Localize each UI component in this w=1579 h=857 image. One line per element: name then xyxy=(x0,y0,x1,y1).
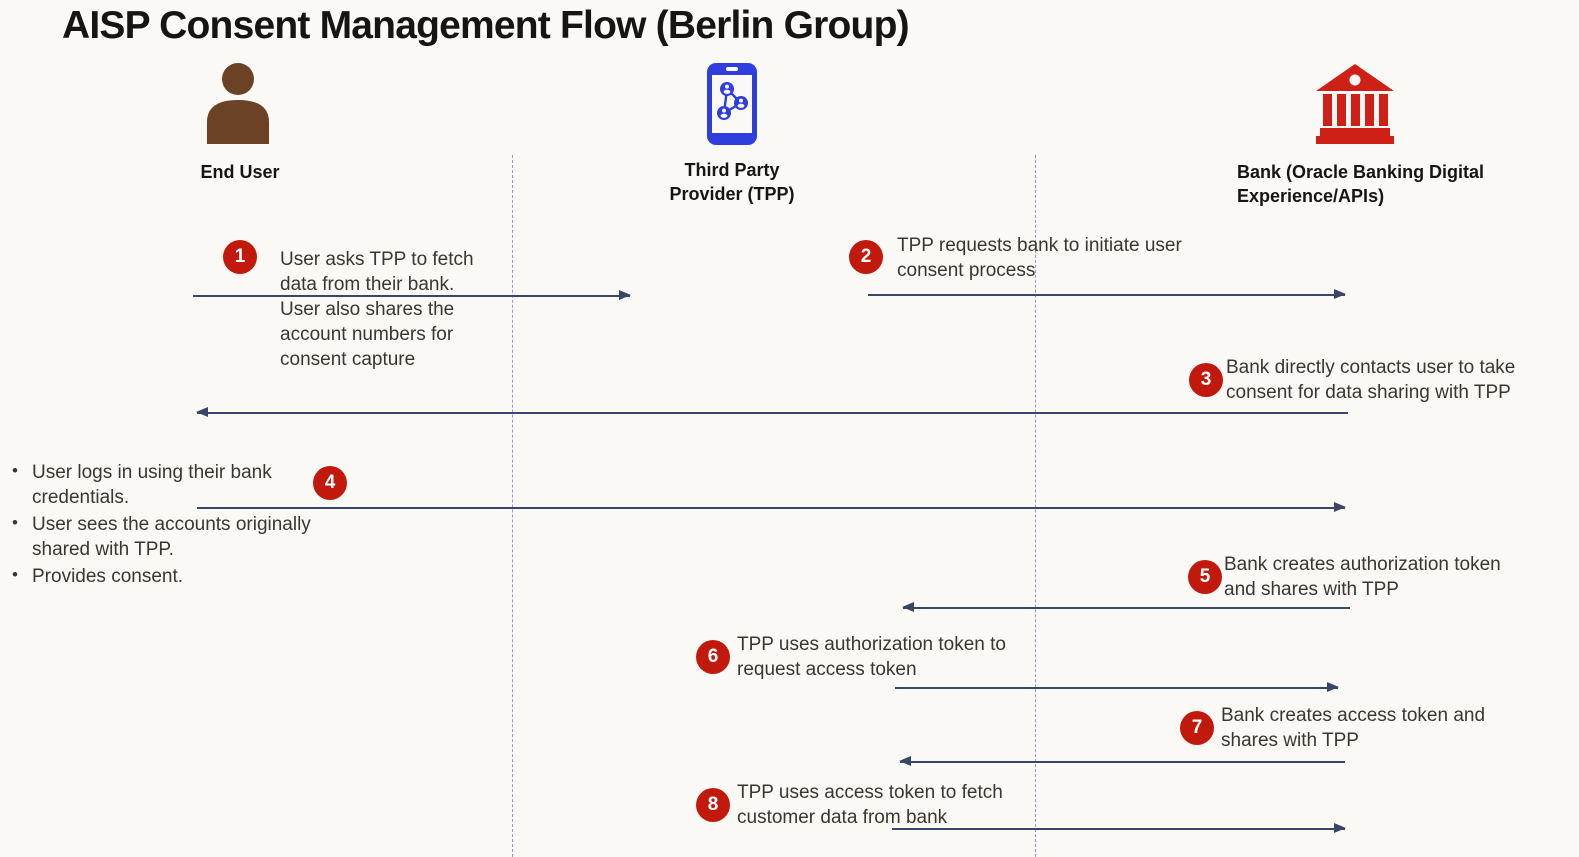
step-7-badge: 7 xyxy=(1180,711,1214,745)
actor-label-end-user: End User xyxy=(200,162,280,182)
actor-label-bank: Bank (Oracle Banking Digital Experience/… xyxy=(1237,162,1485,207)
step-8-badge: 8 xyxy=(696,788,730,822)
step-5-badge: 5 xyxy=(1188,560,1222,594)
step-2-text: TPP requests bank to initiate user conse… xyxy=(897,235,1182,282)
step-2-arrow xyxy=(868,289,1346,299)
step-4-note-item: User sees the accounts originally shared… xyxy=(8,512,340,563)
step-4-notes: User logs in using their bank credential… xyxy=(8,460,340,590)
step-2-badge: 2 xyxy=(849,240,883,274)
step-6-arrow xyxy=(895,682,1339,692)
mobile-network-icon xyxy=(706,62,758,151)
step-5-text: Bank creates authorization token and sha… xyxy=(1224,554,1501,601)
step-8-arrow xyxy=(892,823,1346,833)
step-4-note-item: User logs in using their bank credential… xyxy=(8,460,340,511)
step-3-badge: 3 xyxy=(1189,363,1223,397)
step-8-text: TPP uses access token to fetch customer … xyxy=(737,782,1003,829)
step-3-arrow xyxy=(196,407,1348,417)
step-6-badge: 6 xyxy=(696,640,730,674)
lane-divider-left xyxy=(512,155,513,857)
step-1-text: User asks TPP to fetch data from their b… xyxy=(280,249,474,371)
step-7-text: Bank creates access token and shares wit… xyxy=(1221,705,1486,752)
step-6-text: TPP uses authorization token to request … xyxy=(737,634,1006,681)
step-1-badge: 1 xyxy=(223,240,257,274)
step-5-arrow xyxy=(902,602,1350,612)
step-1-arrow xyxy=(193,290,631,300)
step-4-note-item: Provides consent. xyxy=(8,564,340,589)
lane-divider-right xyxy=(1035,155,1036,857)
page-title: AISP Consent Management Flow (Berlin Gro… xyxy=(62,4,910,47)
person-icon xyxy=(202,62,274,149)
step-3-text: Bank directly contacts user to take cons… xyxy=(1226,357,1516,404)
bank-icon xyxy=(1316,64,1394,149)
step-4-badge: 4 xyxy=(313,466,347,500)
actor-label-tpp: Third Party Provider (TPP) xyxy=(669,160,795,205)
step-4-arrow xyxy=(197,502,1346,512)
step-7-arrow xyxy=(899,756,1345,766)
